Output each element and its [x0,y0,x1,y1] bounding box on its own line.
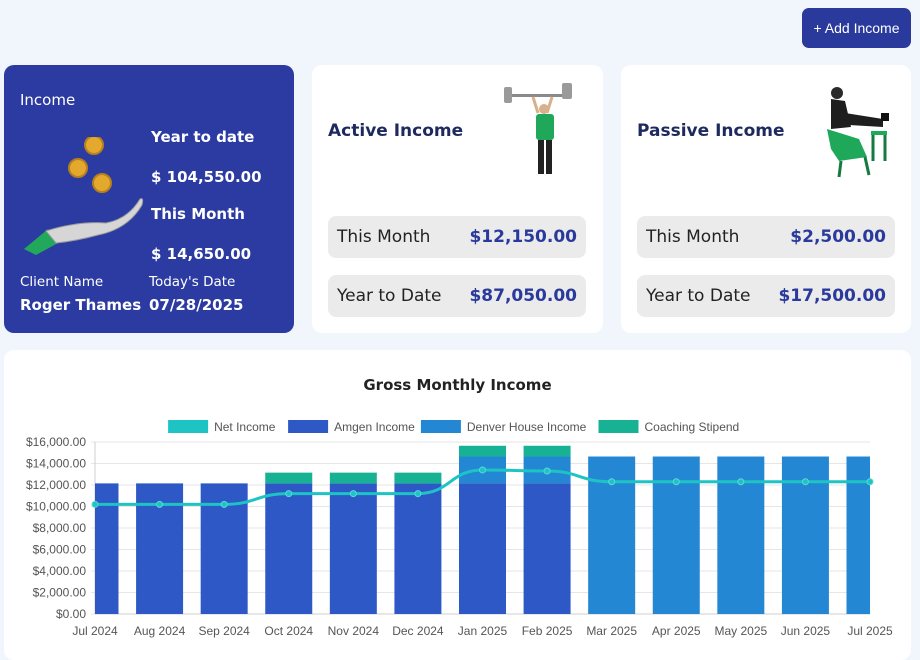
net-income-point [608,478,616,486]
active-ytd-value: $87,050.00 [469,286,577,306]
net-income-point [285,490,293,498]
x-tick-label: Aug 2024 [134,624,186,638]
legend-label: Net Income [214,420,276,434]
legend-swatch [288,420,329,433]
y-tick-label: $12,000.00 [26,478,86,492]
todays-date-label: Today's Date [149,274,236,290]
add-income-button[interactable]: + Add Income [802,8,911,48]
x-tick-label: Nov 2024 [328,624,380,638]
client-name-label: Client Name [20,274,104,290]
bar-coaching-stipend [265,472,313,484]
net-income-point [220,500,228,508]
weightlifter-illustration [504,83,572,174]
y-tick-label: $2,000.00 [33,586,87,600]
y-tick-label: $8,000.00 [33,521,87,535]
coin-icon [68,158,88,178]
net-income-point [479,466,486,474]
passive-ytd-row: Year to Date $17,500.00 [637,275,895,317]
x-tick-label: Jul 2025 [847,624,893,638]
y-tick-label: $14,000.00 [26,457,86,471]
bar-amgen-income [459,483,506,614]
bar-coaching-stipend [394,472,442,484]
net-income-point [672,478,680,486]
bar-amgen-income [329,483,377,614]
y-tick-label: $0.00 [56,607,86,621]
legend-swatch [420,420,461,433]
this-month-label: This Month [151,205,245,223]
coin-icon [92,173,112,193]
gross-monthly-income-chart: $0.00 $2,000.00 $4,000.00 $6,000.00 $8,000.0… [26,420,893,638]
year-to-date-value: $ 104,550.00 [151,168,262,186]
active-this-month-value: $12,150.00 [469,227,577,247]
net-income-point [156,500,164,508]
bar-amgen-income [523,483,571,614]
this-month-value: $ 14,650.00 [151,245,252,263]
client-name-value: Roger Thames [20,296,142,314]
x-tick-label: May 2025 [714,624,767,638]
x-tick-label: Jul 2024 [72,624,118,638]
todays-date-value: 07/28/2025 [149,296,244,314]
x-tick-label: Feb 2025 [522,624,573,638]
active-income-card: Active Income This Month $12,150.00 Year… [312,65,603,333]
y-tick-label: $16,000.00 [26,435,86,449]
bar-amgen-income [394,483,442,614]
x-tick-label: Dec 2024 [392,624,444,638]
legend-swatch [598,420,639,433]
active-this-month-label: This Month [337,227,431,247]
net-income-point [543,467,551,475]
net-income-point [414,490,422,498]
net-income-point [349,490,357,498]
bar-coaching-stipend [329,472,377,484]
coins-hand-illustration [24,137,144,255]
x-tick-label: Jun 2025 [781,624,831,638]
chart-title: Gross Monthly Income [363,376,552,394]
x-tick-label: Jan 2025 [458,624,508,638]
x-tick-label: Oct 2024 [264,624,313,638]
legend-label: Amgen Income [334,420,415,434]
passive-ytd-value: $17,500.00 [778,286,886,306]
active-this-month-row: This Month $12,150.00 [328,216,586,258]
net-income-point [737,478,745,486]
active-ytd-row: Year to Date $87,050.00 [328,275,586,317]
net-income-point [866,478,874,486]
dumbbell-plate-icon [562,83,572,99]
y-tick-label: $6,000.00 [33,543,87,557]
bar-amgen-income [265,483,313,614]
gross-monthly-income-card: $0.00 $2,000.00 $4,000.00 $6,000.00 $8,000.0… [4,350,911,660]
passive-this-month-label: This Month [646,227,740,247]
bar-coaching-stipend [459,445,506,457]
passive-income-card: Passive Income This Month $2,500.00 Year… [621,65,911,333]
bar-coaching-stipend [523,445,571,457]
x-tick-label: Mar 2025 [586,624,637,638]
year-to-date-label: Year to date [151,128,255,146]
coin-icon [84,137,104,155]
passive-this-month-value: $2,500.00 [790,227,886,247]
legend-label: Denver House Income [467,420,587,434]
bar-denver-house-income [846,456,870,614]
dumbbell-plate-icon [504,87,512,103]
active-ytd-label: Year to Date [337,286,442,306]
passive-ytd-label: Year to Date [646,286,751,306]
income-card-title: Income [20,91,76,109]
relaxing-man-illustration [827,87,889,178]
income-summary-card: Income Year to date $ 104,550.00 This Mo… [4,65,294,333]
passive-income-title: Passive Income [637,121,785,141]
bar-amgen-income [95,483,119,614]
x-tick-label: Apr 2025 [652,624,701,638]
legend-swatch [168,420,209,433]
net-income-point [91,500,99,508]
y-tick-label: $10,000.00 [26,500,86,514]
passive-this-month-row: This Month $2,500.00 [637,216,895,258]
x-tick-label: Sep 2024 [198,624,250,638]
active-income-title: Active Income [328,121,464,141]
y-tick-label: $4,000.00 [33,564,87,578]
legend-label: Coaching Stipend [645,420,740,434]
net-income-point [801,478,809,486]
